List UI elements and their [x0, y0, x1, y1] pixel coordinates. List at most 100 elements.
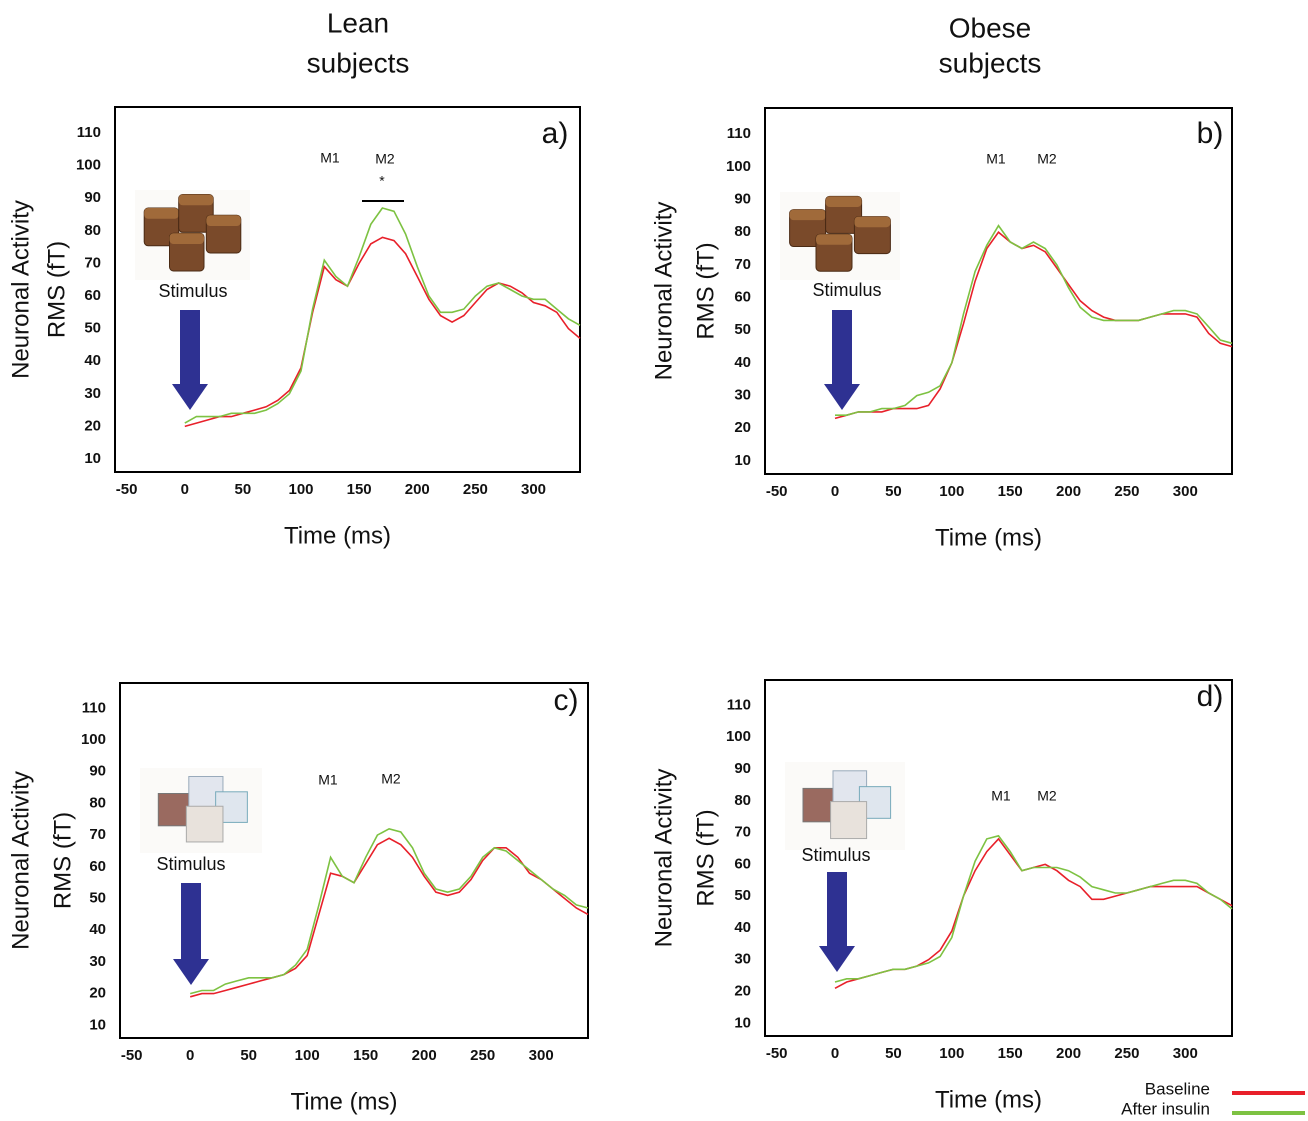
x-tick-label: 200: [1056, 1045, 1081, 1062]
y-tick-label: 10: [84, 450, 101, 467]
stimulus-label: Stimulus: [158, 281, 227, 301]
annotation: M1: [318, 772, 338, 788]
panel-label: c): [554, 684, 579, 717]
y-tick-label: 10: [89, 1016, 106, 1033]
x-tick-label: 200: [412, 1047, 437, 1064]
x-tick-label: 200: [405, 481, 430, 498]
y-tick-label: 110: [77, 124, 101, 141]
y-tick-label: 40: [734, 919, 751, 936]
annotation: M1: [320, 150, 340, 166]
x-tick-label: 0: [831, 483, 839, 500]
column-title: subjects: [939, 47, 1042, 78]
y-tick-label: 40: [734, 354, 751, 371]
y-tick-label: 80: [734, 792, 751, 809]
arrow-shaft: [832, 310, 852, 386]
cake-top: [169, 233, 204, 244]
y-tick-label: 90: [734, 190, 751, 207]
y-tick-label: 30: [84, 385, 101, 402]
y-tick-label: 30: [734, 387, 751, 404]
annotation: M1: [991, 788, 1011, 804]
y-axis-title: RMS (fT): [692, 242, 719, 339]
y-axis-title: Neuronal Activity: [7, 200, 34, 379]
x-tick-label: -50: [116, 481, 138, 498]
x-tick-label: 100: [939, 1045, 964, 1062]
series-line: [189, 837, 589, 998]
x-tick-label: 300: [1173, 483, 1198, 500]
cube: [830, 801, 868, 840]
y-tick-label: 20: [84, 417, 101, 434]
x-tick-label: 250: [470, 1047, 495, 1064]
x-tick-label: -50: [121, 1047, 143, 1064]
x-tick-label: 50: [235, 481, 252, 498]
arrow-head: [824, 384, 860, 410]
plot-frame: [119, 682, 589, 1039]
cake-top: [854, 216, 891, 228]
y-axis-title: Neuronal Activity: [650, 202, 677, 381]
y-tick-label: 110: [82, 699, 106, 716]
cake-top: [206, 215, 241, 226]
y-tick-label: 90: [89, 763, 106, 780]
legend-label: After insulin: [1121, 1099, 1210, 1118]
cake-top: [789, 209, 826, 221]
y-tick-label: 20: [734, 982, 751, 999]
y-tick-label: 20: [734, 419, 751, 436]
annotation: *: [379, 173, 385, 189]
arrow-head: [819, 946, 855, 972]
x-tick-label: 50: [885, 1045, 902, 1062]
y-tick-label: 10: [734, 452, 751, 469]
series-line: [184, 207, 581, 424]
y-tick-label: 60: [734, 289, 751, 306]
plot-frame: [114, 106, 581, 473]
x-tick-label: 250: [1114, 1045, 1139, 1062]
column-title: Obese: [949, 12, 1032, 43]
cake-top: [178, 194, 214, 206]
plot-frame: [764, 107, 1233, 475]
x-tick-label: 150: [998, 1045, 1023, 1062]
x-tick-label: 150: [353, 1047, 378, 1064]
annotation: M2: [375, 151, 395, 167]
column-title: subjects: [307, 47, 410, 78]
annotation: M2: [381, 771, 401, 787]
y-tick-label: 70: [89, 826, 106, 843]
cube: [185, 805, 224, 843]
arrow-shaft: [180, 310, 200, 386]
x-tick-label: 50: [885, 483, 902, 500]
y-tick-label: 70: [734, 256, 751, 273]
panel-label: d): [1197, 680, 1224, 713]
arrow-head: [172, 384, 208, 410]
stimulus-image: [135, 190, 250, 280]
column-title: Lean: [327, 7, 389, 38]
stimulus-label: Stimulus: [801, 845, 870, 865]
x-tick-label: 100: [939, 483, 964, 500]
cake-top: [825, 196, 862, 207]
series-line: [834, 837, 1233, 990]
y-axis-title: RMS (fT): [49, 812, 76, 909]
y-tick-label: 110: [727, 125, 751, 142]
stimulus-image: [140, 768, 262, 853]
y-tick-label: 50: [84, 320, 101, 337]
y-axis-title: Neuronal Activity: [650, 769, 677, 948]
x-tick-label: 150: [998, 483, 1023, 500]
x-tick-label: 150: [347, 481, 372, 498]
arrow-head: [173, 959, 209, 985]
plot-frame: [764, 679, 1233, 1037]
series-line: [834, 834, 1233, 983]
y-tick-label: 70: [84, 254, 101, 271]
x-tick-label: 0: [181, 481, 189, 498]
x-axis-title: Time (ms): [935, 1086, 1042, 1113]
y-tick-label: 100: [81, 731, 106, 748]
x-tick-label: -50: [766, 483, 788, 500]
panel-label: b): [1197, 117, 1224, 150]
y-tick-label: 110: [727, 696, 751, 713]
y-tick-label: 100: [726, 158, 751, 175]
y-tick-label: 40: [89, 921, 106, 938]
x-tick-label: 50: [240, 1047, 257, 1064]
y-tick-label: 80: [84, 222, 101, 239]
y-tick-label: 80: [89, 794, 106, 811]
arrow-shaft: [181, 883, 201, 961]
stimulus-image: [780, 192, 900, 280]
y-tick-label: 30: [89, 953, 106, 970]
stimulus-label: Stimulus: [156, 854, 225, 874]
y-axis-title: RMS (fT): [692, 809, 719, 906]
